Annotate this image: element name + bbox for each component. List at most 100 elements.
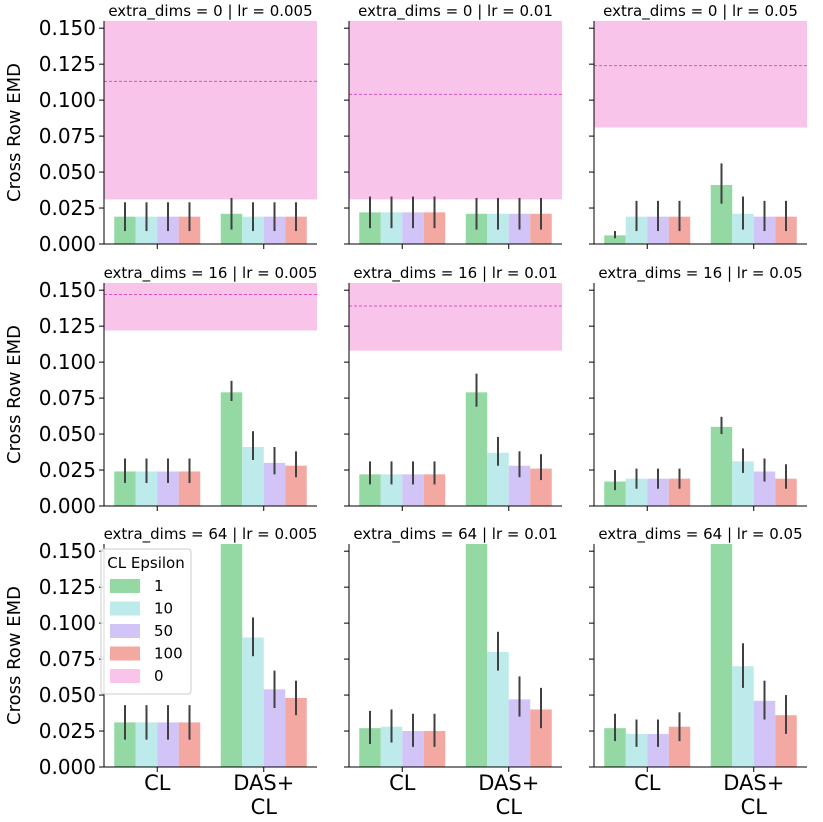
bar-dascl-eps-50 (263, 689, 286, 767)
x-tick-label: CL (634, 771, 661, 795)
legend-swatch-10 (110, 601, 140, 616)
legend-swatch-100 (110, 646, 140, 661)
y-tick-label: 0.050 (39, 683, 96, 707)
panel-title: extra_dims = 0 | lr = 0.005 (108, 2, 312, 21)
bar-cl-eps-50 (157, 722, 179, 767)
panel-title: extra_dims = 64 | lr = 0.05 (598, 525, 802, 544)
x-tick-label: CL (144, 771, 171, 795)
bar-dascl-eps-1 (220, 392, 243, 506)
x-tick-label: CL (251, 795, 278, 819)
bar-cl-eps-1 (359, 474, 381, 506)
y-tick-label: 0.150 (39, 539, 96, 563)
panel-3: extra_dims = 0 | lr = 0.05 (589, 2, 807, 249)
bar-cl-eps-100 (178, 471, 201, 506)
legend-swatch-1 (110, 579, 140, 593)
bar-dascl-eps-10 (487, 452, 509, 506)
panel-5: extra_dims = 16 | lr = 0.01 (344, 264, 562, 511)
y-tick-label: 0.025 (39, 458, 96, 482)
bar-cl-eps-1 (604, 235, 626, 244)
bar-cl-eps-10 (135, 722, 158, 767)
bar-dascl-eps-100 (285, 697, 307, 767)
bar-cl-eps-100 (668, 478, 691, 506)
bar-cl-eps-50 (402, 731, 424, 767)
y-axis-label: Cross Row EMD (4, 325, 25, 464)
epsilon-0-band (594, 21, 807, 128)
panel-7: extra_dims = 64 | lr = 0.005 0.000 0.025 0.… (4, 525, 317, 819)
panel-1: extra_dims = 0 | lr = 0.005 0.000 0.025 0.0… (4, 2, 317, 256)
y-tick-label: 0.000 (39, 494, 96, 518)
legend-title: CL Epsilon (107, 554, 184, 572)
x-tick-label: CL (741, 795, 768, 819)
y-axis-label: Cross Row EMD (4, 586, 25, 725)
bar-dascl-eps-10 (732, 461, 754, 506)
legend-label-50: 50 (154, 622, 173, 640)
panel-4: extra_dims = 16 | lr = 0.005 0.000 0.025 0.… (4, 264, 317, 518)
bar-dascl-eps-100 (530, 468, 552, 506)
x-tick-label: CL (496, 795, 523, 819)
y-tick-label: 0.125 (39, 52, 96, 76)
bar-dascl-eps-10 (242, 447, 264, 506)
y-tick-label: 0.100 (39, 88, 96, 112)
bar-cl-eps-100 (423, 731, 446, 767)
y-tick-label: 0.050 (39, 422, 96, 446)
bar-dascl-eps-50 (753, 700, 776, 767)
y-tick-label: 0.125 (39, 314, 96, 338)
panel-title: extra_dims = 0 | lr = 0.01 (358, 2, 553, 21)
bar-dascl-eps-50 (263, 462, 286, 506)
bar-dascl-eps-1 (465, 544, 488, 767)
y-axis-label: Cross Row EMD (4, 63, 25, 202)
bar-cl-eps-1 (604, 481, 626, 506)
y-tick-label: 0.000 (39, 232, 96, 256)
bar-dascl-eps-10 (487, 651, 509, 767)
bar-cl-eps-100 (668, 726, 691, 767)
bar-dascl-eps-50 (508, 699, 531, 767)
y-tick-label: 0.050 (39, 160, 96, 184)
panel-title: extra_dims = 16 | lr = 0.005 (104, 264, 318, 283)
legend-swatch-50 (110, 624, 140, 638)
y-tick-label: 0.075 (39, 124, 96, 148)
y-tick-label: 0.000 (39, 755, 96, 779)
panel-title: extra_dims = 16 | lr = 0.05 (598, 264, 802, 283)
bar-cl-eps-50 (157, 471, 179, 506)
y-tick-label: 0.075 (39, 386, 96, 410)
epsilon-0-band (104, 283, 317, 331)
legend-label-0: 0 (154, 667, 164, 685)
bar-dascl-eps-1 (710, 544, 733, 767)
bar-cl-eps-10 (625, 478, 648, 506)
panel-title: extra_dims = 0 | lr = 0.05 (603, 2, 798, 21)
bar-cl-eps-1 (114, 471, 136, 506)
x-tick-label: DAS+ (723, 771, 784, 795)
panel-title: extra_dims = 64 | lr = 0.01 (353, 525, 557, 544)
legend-label-100: 100 (154, 645, 183, 663)
bar-cl-eps-100 (423, 474, 446, 506)
bar-dascl-eps-100 (775, 478, 797, 506)
panel-2: extra_dims = 0 | lr = 0.01 (344, 2, 562, 249)
legend-label-1: 1 (154, 577, 164, 595)
panel-title: extra_dims = 16 | lr = 0.01 (353, 264, 557, 283)
y-tick-label: 0.075 (39, 647, 96, 671)
y-tick-label: 0.100 (39, 611, 96, 635)
bar-cl-eps-10 (380, 474, 403, 506)
epsilon-0-band (104, 21, 317, 200)
bar-dascl-eps-1 (710, 426, 733, 506)
bar-cl-eps-100 (178, 722, 201, 767)
y-tick-label: 0.025 (39, 719, 96, 743)
bar-dascl-eps-1 (710, 185, 733, 244)
bar-dascl-eps-10 (242, 637, 264, 767)
bar-dascl-eps-100 (775, 715, 797, 767)
bar-dascl-eps-1 (465, 392, 488, 506)
y-tick-label: 0.025 (39, 196, 96, 220)
bar-dascl-eps-50 (753, 471, 776, 506)
bar-dascl-eps-10 (732, 666, 754, 767)
bar-cl-eps-10 (380, 726, 403, 767)
y-tick-label: 0.125 (39, 575, 96, 599)
x-tick-label: CL (389, 771, 416, 795)
bar-dascl-eps-1 (220, 544, 243, 767)
bar-cl-eps-50 (402, 474, 424, 506)
bar-cl-eps-10 (135, 471, 158, 506)
y-tick-label: 0.100 (39, 350, 96, 374)
bar-cl-eps-1 (604, 728, 626, 767)
